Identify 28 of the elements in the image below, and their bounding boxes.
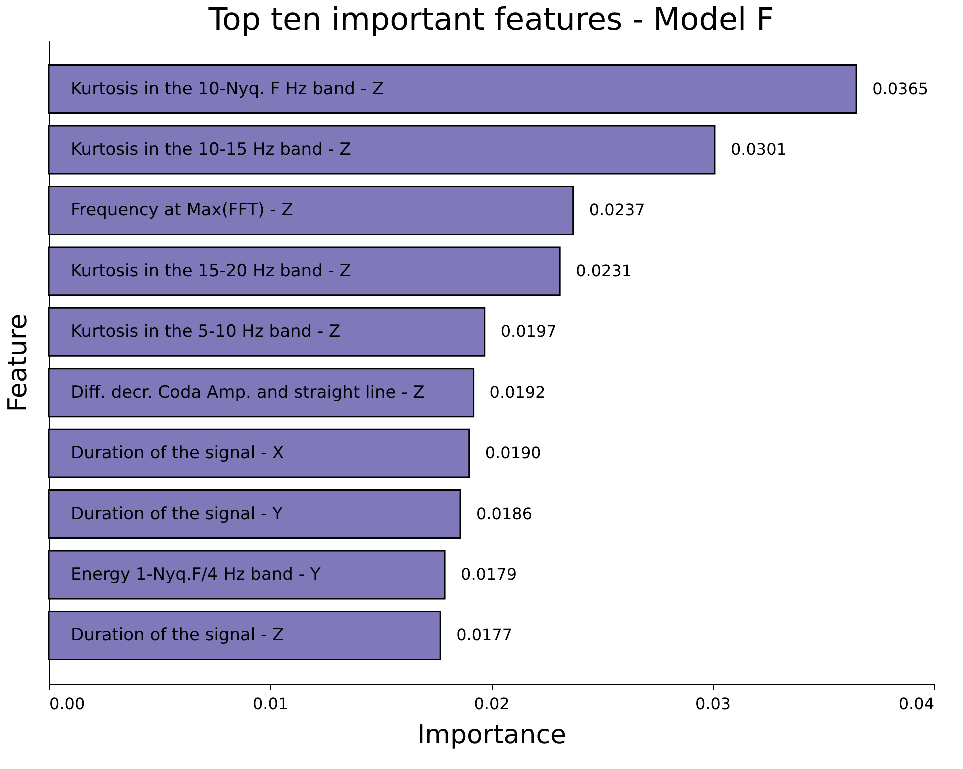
data-label: 0.0237	[589, 200, 646, 220]
data-label: 0.0190	[485, 444, 542, 463]
y-tick-label: Duration of the signal - X	[71, 444, 285, 464]
data-label: 0.0231	[576, 261, 632, 280]
y-tick-label: Energy 1-Nyq.F/4 Hz band - Y	[71, 565, 322, 586]
x-tick-label: 0.02	[474, 694, 510, 714]
y-axis-title: Feature	[4, 314, 34, 412]
data-label: 0.0197	[500, 322, 557, 342]
x-tick-label: 0.01	[252, 694, 289, 714]
x-tick-label: 0.04	[898, 694, 934, 714]
data-label: 0.0365	[872, 79, 929, 98]
y-tick-label: Kurtosis in the 5-10 Hz band - Z	[71, 322, 341, 342]
x-tick-label: 0.03	[695, 694, 732, 714]
data-label: 0.0301	[730, 140, 787, 159]
data-label: 0.0177	[456, 626, 513, 645]
y-tick-label: Kurtosis in the 10-15 Hz band - Z	[71, 140, 352, 160]
y-tick-label: Duration of the signal - Z	[71, 626, 284, 646]
chart-title: Top ten important features - Model F	[208, 2, 774, 38]
y-tick-label: Diff. decr. Coda Amp. and straight line - Z	[71, 382, 425, 403]
data-label: 0.0179	[461, 565, 518, 584]
x-tick-label: 0.00	[50, 694, 86, 714]
y-tick-label: Kurtosis in the 10-Nyq. F Hz band - Z	[71, 79, 384, 100]
y-tick-label: Kurtosis in the 15-20 Hz band - Z	[71, 261, 352, 282]
x-axis-title: Importance	[418, 720, 566, 750]
data-label: 0.0192	[490, 382, 546, 402]
data-label: 0.0186	[476, 504, 533, 524]
y-tick-label: Duration of the signal - Y	[71, 504, 284, 524]
y-tick-label: Frequency at Max(FFT) - Z	[71, 200, 294, 221]
